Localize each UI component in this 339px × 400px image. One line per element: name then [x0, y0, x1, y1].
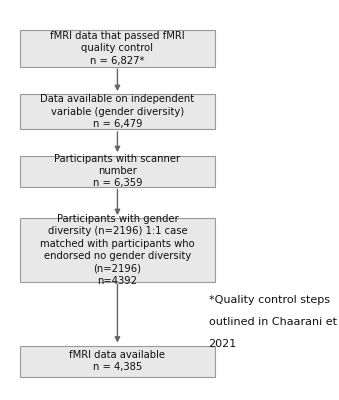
Text: *Quality control steps: *Quality control steps — [208, 295, 330, 305]
FancyBboxPatch shape — [20, 94, 215, 129]
Text: variable (gender diversity): variable (gender diversity) — [51, 107, 184, 117]
FancyBboxPatch shape — [20, 30, 215, 66]
Text: Participants with scanner: Participants with scanner — [54, 154, 180, 164]
Text: n=4392: n=4392 — [97, 276, 137, 286]
Text: diversity (n=2196) 1:1 case: diversity (n=2196) 1:1 case — [47, 226, 187, 236]
Text: matched with participants who: matched with participants who — [40, 239, 195, 249]
FancyBboxPatch shape — [20, 156, 215, 186]
Text: n = 6,479: n = 6,479 — [93, 119, 142, 129]
FancyBboxPatch shape — [20, 218, 215, 282]
Text: outlined in Chaarani et al.,: outlined in Chaarani et al., — [208, 317, 339, 327]
Text: Data available on independent: Data available on independent — [40, 94, 195, 104]
Text: (n=2196): (n=2196) — [94, 263, 141, 273]
Text: fMRI data available: fMRI data available — [69, 350, 165, 360]
Text: 2021: 2021 — [208, 339, 237, 349]
Text: n = 6,827*: n = 6,827* — [90, 56, 145, 66]
Text: Participants with gender: Participants with gender — [57, 214, 178, 224]
Text: endorsed no gender diversity: endorsed no gender diversity — [44, 251, 191, 261]
Text: n = 4,385: n = 4,385 — [93, 362, 142, 372]
Text: quality control: quality control — [81, 43, 154, 53]
Text: number: number — [98, 166, 137, 176]
Text: fMRI data that passed fMRI: fMRI data that passed fMRI — [50, 31, 185, 41]
FancyBboxPatch shape — [20, 346, 215, 377]
Text: n = 6,359: n = 6,359 — [93, 178, 142, 188]
